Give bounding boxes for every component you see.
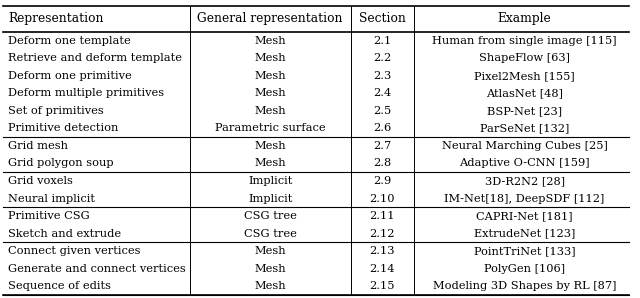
Text: Neural Marching Cubes [25]: Neural Marching Cubes [25]	[442, 141, 607, 151]
Text: CAPRI-Net [181]: CAPRI-Net [181]	[476, 211, 573, 221]
Text: BSP-Net [23]: BSP-Net [23]	[487, 106, 562, 116]
Text: Mesh: Mesh	[254, 71, 286, 81]
Text: Retrieve and deform template: Retrieve and deform template	[8, 53, 182, 63]
Text: ExtrudeNet [123]: ExtrudeNet [123]	[474, 229, 575, 239]
Text: 2.13: 2.13	[370, 246, 395, 256]
Text: ParSeNet [132]: ParSeNet [132]	[480, 123, 569, 134]
Text: PolyGen [106]: PolyGen [106]	[484, 264, 565, 274]
Text: 2.5: 2.5	[373, 106, 392, 116]
Text: Pixel2Mesh [155]: Pixel2Mesh [155]	[474, 71, 575, 81]
Text: 3D-R2N2 [28]: 3D-R2N2 [28]	[484, 176, 564, 186]
Text: 2.12: 2.12	[370, 229, 395, 239]
Text: 2.2: 2.2	[373, 53, 392, 63]
Text: Sequence of edits: Sequence of edits	[8, 281, 111, 291]
Text: Implicit: Implicit	[248, 176, 292, 186]
Text: Sketch and extrude: Sketch and extrude	[8, 229, 122, 239]
Text: Grid voxels: Grid voxels	[8, 176, 73, 186]
Text: CSG tree: CSG tree	[244, 229, 296, 239]
Text: Mesh: Mesh	[254, 88, 286, 98]
Text: Human from single image [115]: Human from single image [115]	[432, 36, 617, 46]
Text: ShapeFlow [63]: ShapeFlow [63]	[479, 53, 570, 63]
Text: 2.9: 2.9	[373, 176, 392, 186]
Text: Grid polygon soup: Grid polygon soup	[8, 159, 114, 168]
Text: CSG tree: CSG tree	[244, 211, 296, 221]
Text: Mesh: Mesh	[254, 141, 286, 151]
Text: General representation: General representation	[197, 13, 343, 25]
Text: Mesh: Mesh	[254, 159, 286, 168]
Text: IM-Net[18], DeepSDF [112]: IM-Net[18], DeepSDF [112]	[444, 193, 605, 204]
Text: 2.7: 2.7	[373, 141, 392, 151]
Text: Grid mesh: Grid mesh	[8, 141, 68, 151]
Text: Modeling 3D Shapes by RL [87]: Modeling 3D Shapes by RL [87]	[433, 281, 616, 291]
Text: Adaptive O-CNN [159]: Adaptive O-CNN [159]	[460, 159, 590, 168]
Text: 2.8: 2.8	[373, 159, 392, 168]
Text: 2.11: 2.11	[370, 211, 395, 221]
Text: Connect given vertices: Connect given vertices	[8, 246, 141, 256]
Text: 2.6: 2.6	[373, 123, 392, 134]
Text: Generate and connect vertices: Generate and connect vertices	[8, 264, 186, 274]
Text: 2.1: 2.1	[373, 36, 392, 46]
Text: Set of primitives: Set of primitives	[8, 106, 104, 116]
Text: Mesh: Mesh	[254, 281, 286, 291]
Text: Mesh: Mesh	[254, 53, 286, 63]
Text: Representation: Representation	[8, 13, 104, 25]
Text: Primitive detection: Primitive detection	[8, 123, 118, 134]
Text: Deform one primitive: Deform one primitive	[8, 71, 132, 81]
Text: PointTriNet [133]: PointTriNet [133]	[474, 246, 575, 256]
Text: 2.14: 2.14	[370, 264, 395, 274]
Text: Deform multiple primitives: Deform multiple primitives	[8, 88, 164, 98]
Text: Mesh: Mesh	[254, 246, 286, 256]
Text: Mesh: Mesh	[254, 106, 286, 116]
Text: 2.15: 2.15	[370, 281, 395, 291]
Text: Section: Section	[359, 13, 406, 25]
Text: Neural implicit: Neural implicit	[8, 193, 95, 204]
Text: Mesh: Mesh	[254, 36, 286, 46]
Text: 2.3: 2.3	[373, 71, 392, 81]
Text: 2.10: 2.10	[370, 193, 395, 204]
Text: AtlasNet [48]: AtlasNet [48]	[486, 88, 563, 98]
Text: Primitive CSG: Primitive CSG	[8, 211, 90, 221]
Text: Parametric surface: Parametric surface	[215, 123, 326, 134]
Text: 2.4: 2.4	[373, 88, 392, 98]
Text: Deform one template: Deform one template	[8, 36, 131, 46]
Text: Example: Example	[498, 13, 552, 25]
Text: Implicit: Implicit	[248, 193, 292, 204]
Text: Mesh: Mesh	[254, 264, 286, 274]
